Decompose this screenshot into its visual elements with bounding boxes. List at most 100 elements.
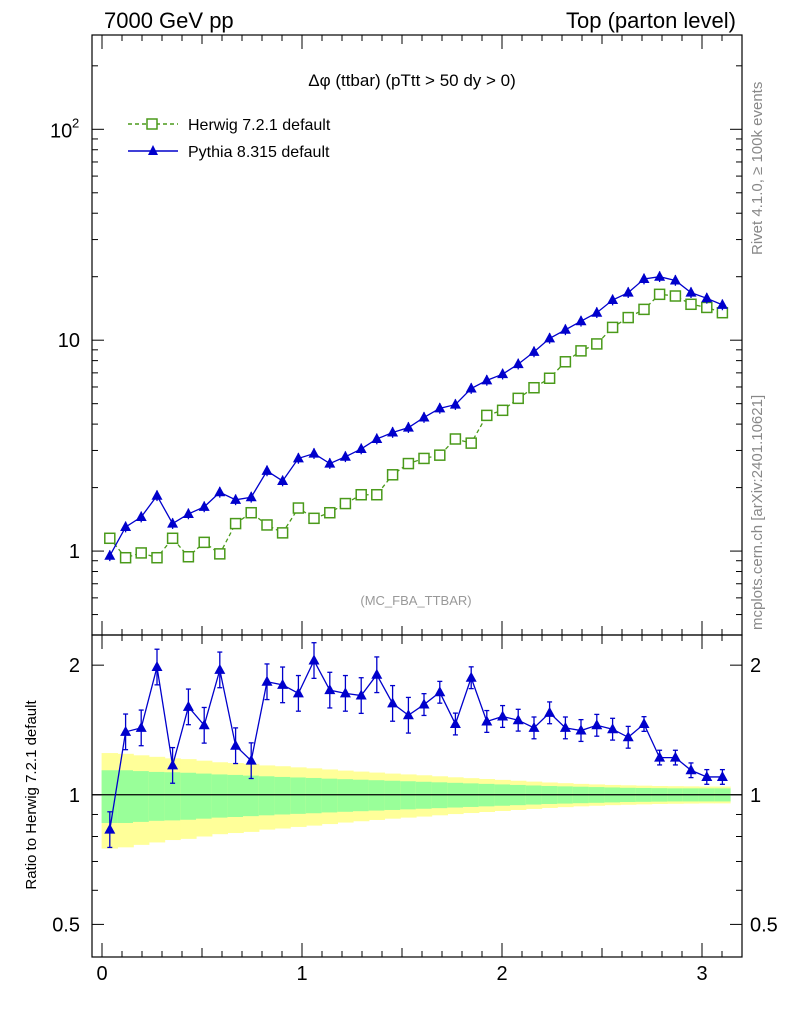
herwig-line bbox=[109, 293, 723, 559]
herwig-point bbox=[245, 506, 257, 519]
herwig-point bbox=[402, 457, 415, 470]
ratio-panel: 0 1 2 3 0.5 0.5 1 1 2 2 bbox=[52, 635, 778, 985]
ratio-point bbox=[308, 654, 320, 665]
herwig-point bbox=[701, 301, 713, 314]
pythia-point bbox=[292, 452, 304, 463]
ratio-point bbox=[669, 751, 681, 762]
ratio-band-inner bbox=[258, 776, 276, 816]
herwig-point bbox=[292, 502, 305, 514]
herwig-point bbox=[434, 449, 446, 461]
herwig-point bbox=[528, 381, 540, 394]
herwig-point bbox=[276, 527, 289, 539]
ratio-point bbox=[544, 706, 556, 717]
x-tick-label: 0 bbox=[96, 963, 107, 985]
herwig-point bbox=[575, 345, 587, 357]
ratio-frame bbox=[91, 634, 743, 958]
side-rivet: Rivet 4.1.0, ≥ 100k events bbox=[749, 82, 766, 255]
ratio-band-inner bbox=[164, 772, 181, 821]
ratio-point bbox=[716, 770, 728, 781]
ratio-point bbox=[355, 689, 367, 700]
main-y-tick-label: 10 bbox=[58, 330, 80, 352]
ratio-point bbox=[701, 770, 713, 781]
pythia-point bbox=[465, 382, 477, 393]
herwig-point bbox=[151, 551, 163, 564]
side-mcplots: mcplots.cern.ch [arXiv:2401.10621] bbox=[749, 395, 766, 630]
header-right: Top (parton level) bbox=[566, 8, 736, 33]
herwig-point bbox=[166, 532, 179, 545]
pythia-point bbox=[481, 374, 493, 385]
pythia-point bbox=[669, 274, 681, 285]
ratio-point bbox=[245, 754, 257, 765]
ratio-point bbox=[638, 718, 650, 729]
ratio-point bbox=[402, 709, 414, 720]
pythia-point bbox=[277, 474, 289, 485]
herwig-point bbox=[669, 290, 682, 302]
ratio-point bbox=[465, 671, 477, 682]
ratio-y-tick-label: 1 bbox=[69, 785, 80, 807]
pythia-point bbox=[591, 306, 603, 317]
herwig-point bbox=[418, 452, 430, 465]
ratio-y-tick-label: 0.5 bbox=[52, 914, 80, 936]
herwig-point bbox=[135, 547, 147, 559]
pythia-point bbox=[339, 450, 351, 461]
plot-title: Δφ (ttbar) (pTtt > 50 dy > 0) bbox=[308, 71, 516, 90]
pythia-point bbox=[544, 332, 556, 343]
ratio-band-inner bbox=[227, 774, 244, 817]
pythia-point bbox=[559, 323, 571, 334]
ratio-point bbox=[418, 698, 430, 709]
herwig-point bbox=[653, 288, 666, 301]
ratio-point bbox=[198, 719, 210, 730]
herwig-point bbox=[386, 469, 399, 481]
ratio-point bbox=[324, 684, 336, 695]
ratio-band-inner bbox=[148, 771, 166, 821]
herwig-point bbox=[465, 437, 477, 449]
herwig-point bbox=[685, 298, 697, 311]
ratio-point bbox=[261, 675, 273, 686]
pythia-point bbox=[167, 517, 179, 528]
herwig-point bbox=[606, 321, 619, 334]
ratio-band-inner bbox=[353, 779, 370, 812]
pythia-point bbox=[371, 432, 383, 443]
pythia-point bbox=[245, 491, 257, 502]
pythia-point bbox=[182, 507, 194, 518]
pythia-point bbox=[355, 442, 367, 453]
ratio-band-inner bbox=[117, 770, 134, 823]
pythia-point bbox=[230, 493, 242, 504]
ratio-band-inner bbox=[305, 777, 323, 814]
ratio-point bbox=[559, 721, 571, 732]
ratio-point bbox=[371, 668, 383, 679]
pythia-point bbox=[261, 464, 273, 475]
herwig-point bbox=[512, 392, 524, 405]
pythia-point bbox=[528, 345, 540, 356]
ratio-band-inner bbox=[133, 771, 150, 822]
pythia-point bbox=[497, 368, 509, 379]
ratio-point bbox=[104, 823, 116, 834]
herwig-point bbox=[308, 512, 320, 525]
herwig-point bbox=[591, 338, 603, 350]
ratio-band-inner bbox=[337, 779, 354, 812]
herwig-point bbox=[638, 303, 650, 316]
ratio-point bbox=[497, 710, 509, 721]
ratio-band-inner bbox=[243, 775, 260, 817]
herwig-point bbox=[622, 311, 634, 324]
main-y-tick-label-exponent: 2 bbox=[72, 115, 79, 130]
ratio-ylabel: Ratio to Herwig 7.2.1 default bbox=[23, 700, 40, 890]
herwig-point bbox=[229, 517, 242, 530]
legend-herwig-label: Herwig 7.2.1 default bbox=[188, 117, 331, 134]
ratio-band-inner bbox=[180, 772, 197, 820]
pythia-point bbox=[512, 358, 524, 369]
pythia-point bbox=[654, 270, 666, 281]
legend-herwig-marker bbox=[146, 118, 158, 130]
pythia-point bbox=[701, 292, 713, 303]
ratio-point bbox=[622, 731, 634, 742]
herwig-point bbox=[214, 548, 226, 560]
herwig-point bbox=[449, 433, 462, 445]
x-tick-label: 3 bbox=[696, 963, 707, 985]
ratio-band-inner bbox=[368, 780, 385, 811]
legend-pythia-label: Pythia 8.315 default bbox=[188, 144, 330, 161]
herwig-point bbox=[481, 409, 493, 422]
legend-pythia-marker bbox=[148, 145, 158, 155]
header-left: 7000 GeV pp bbox=[104, 8, 234, 33]
